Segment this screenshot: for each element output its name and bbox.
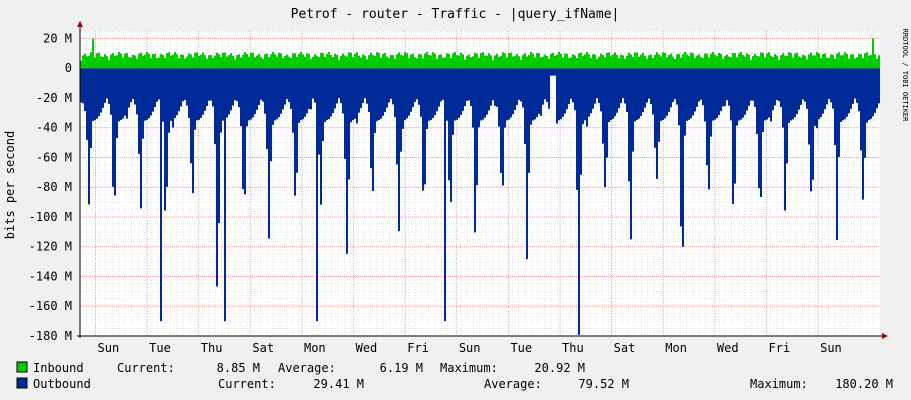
y-axis-label: bits per second <box>3 131 17 239</box>
legend-swatch-outbound <box>16 377 28 389</box>
y-tick-label: -40 M <box>36 121 72 135</box>
x-axis-arrow <box>882 333 888 339</box>
x-tick-label: Sat <box>252 341 274 355</box>
legend-swatch-inbound <box>16 361 28 373</box>
legend-outbound-maximum-label: Maximum: <box>750 377 808 391</box>
x-tick-label: Fri <box>769 341 791 355</box>
y-tick-label: -140 M <box>29 269 72 283</box>
x-tick-label: Mon <box>665 341 687 355</box>
x-tick-label: Thu <box>562 341 584 355</box>
y-tick-label: -120 M <box>29 240 72 254</box>
series-outbound <box>80 68 880 335</box>
legend-outbound-average: 79.52 M <box>578 377 629 391</box>
legend-outbound-current-label: Current: <box>218 377 276 391</box>
y-tick-labels: 20 M 0 -20 M -40 M -60 M -80 M -100 M -120 M -14… <box>29 31 72 343</box>
x-tick-label: Wed <box>717 341 739 355</box>
legend-inbound-name: Inbound <box>33 361 84 375</box>
legend-inbound-current-label: Current: <box>117 361 175 375</box>
x-tick-label: Tue <box>510 341 532 355</box>
legend-inbound-maximum: 20.92 M <box>534 361 585 375</box>
y-axis-arrow <box>77 21 83 27</box>
legend-outbound-name: Outbound <box>33 377 91 391</box>
legend-outbound-maximum: 180.20 M <box>835 377 893 391</box>
x-tick-label: Wed <box>356 341 378 355</box>
legend-inbound-average: 6.19 M <box>380 361 423 375</box>
legend-inbound-average-label: Average: <box>278 361 336 375</box>
y-tick-label: -80 M <box>36 180 72 194</box>
series-inbound <box>80 38 880 69</box>
x-tick-labels: Sun Tue Thu Sat Mon Wed Fri Sun Tue Thu Sat Mon Wed F… <box>98 341 842 355</box>
legend-outbound-current: 29.41 M <box>313 377 364 391</box>
x-tick-label: Mon <box>304 341 326 355</box>
x-tick-label: Fri <box>407 341 429 355</box>
y-tick-label: -60 M <box>36 150 72 164</box>
x-tick-label: Sat <box>614 341 636 355</box>
x-tick-label: Sun <box>98 341 120 355</box>
y-tick-label: -160 M <box>29 299 72 313</box>
x-tick-label: Tue <box>149 341 171 355</box>
x-tick-label: Sun <box>820 341 842 355</box>
chart-title: Petrof - router - Traffic - |query_ifNam… <box>291 7 620 22</box>
watermark: RRDTOOL / TOBI OETIKER <box>901 29 909 123</box>
axes <box>77 21 888 339</box>
y-tick-label: -20 M <box>36 91 72 105</box>
x-tick-label: Sun <box>459 341 481 355</box>
y-tick-label: -180 M <box>29 329 72 343</box>
legend-outbound-average-label: Average: <box>484 377 542 391</box>
y-tick-label: 20 M <box>43 31 72 45</box>
legend-inbound-maximum-label: Maximum: <box>440 361 498 375</box>
y-tick-label: -100 M <box>29 210 72 224</box>
x-tick-label: Thu <box>201 341 223 355</box>
series-layer <box>80 38 880 335</box>
y-tick-label: 0 <box>65 61 72 75</box>
legend-inbound-current: 8.85 M <box>217 361 260 375</box>
